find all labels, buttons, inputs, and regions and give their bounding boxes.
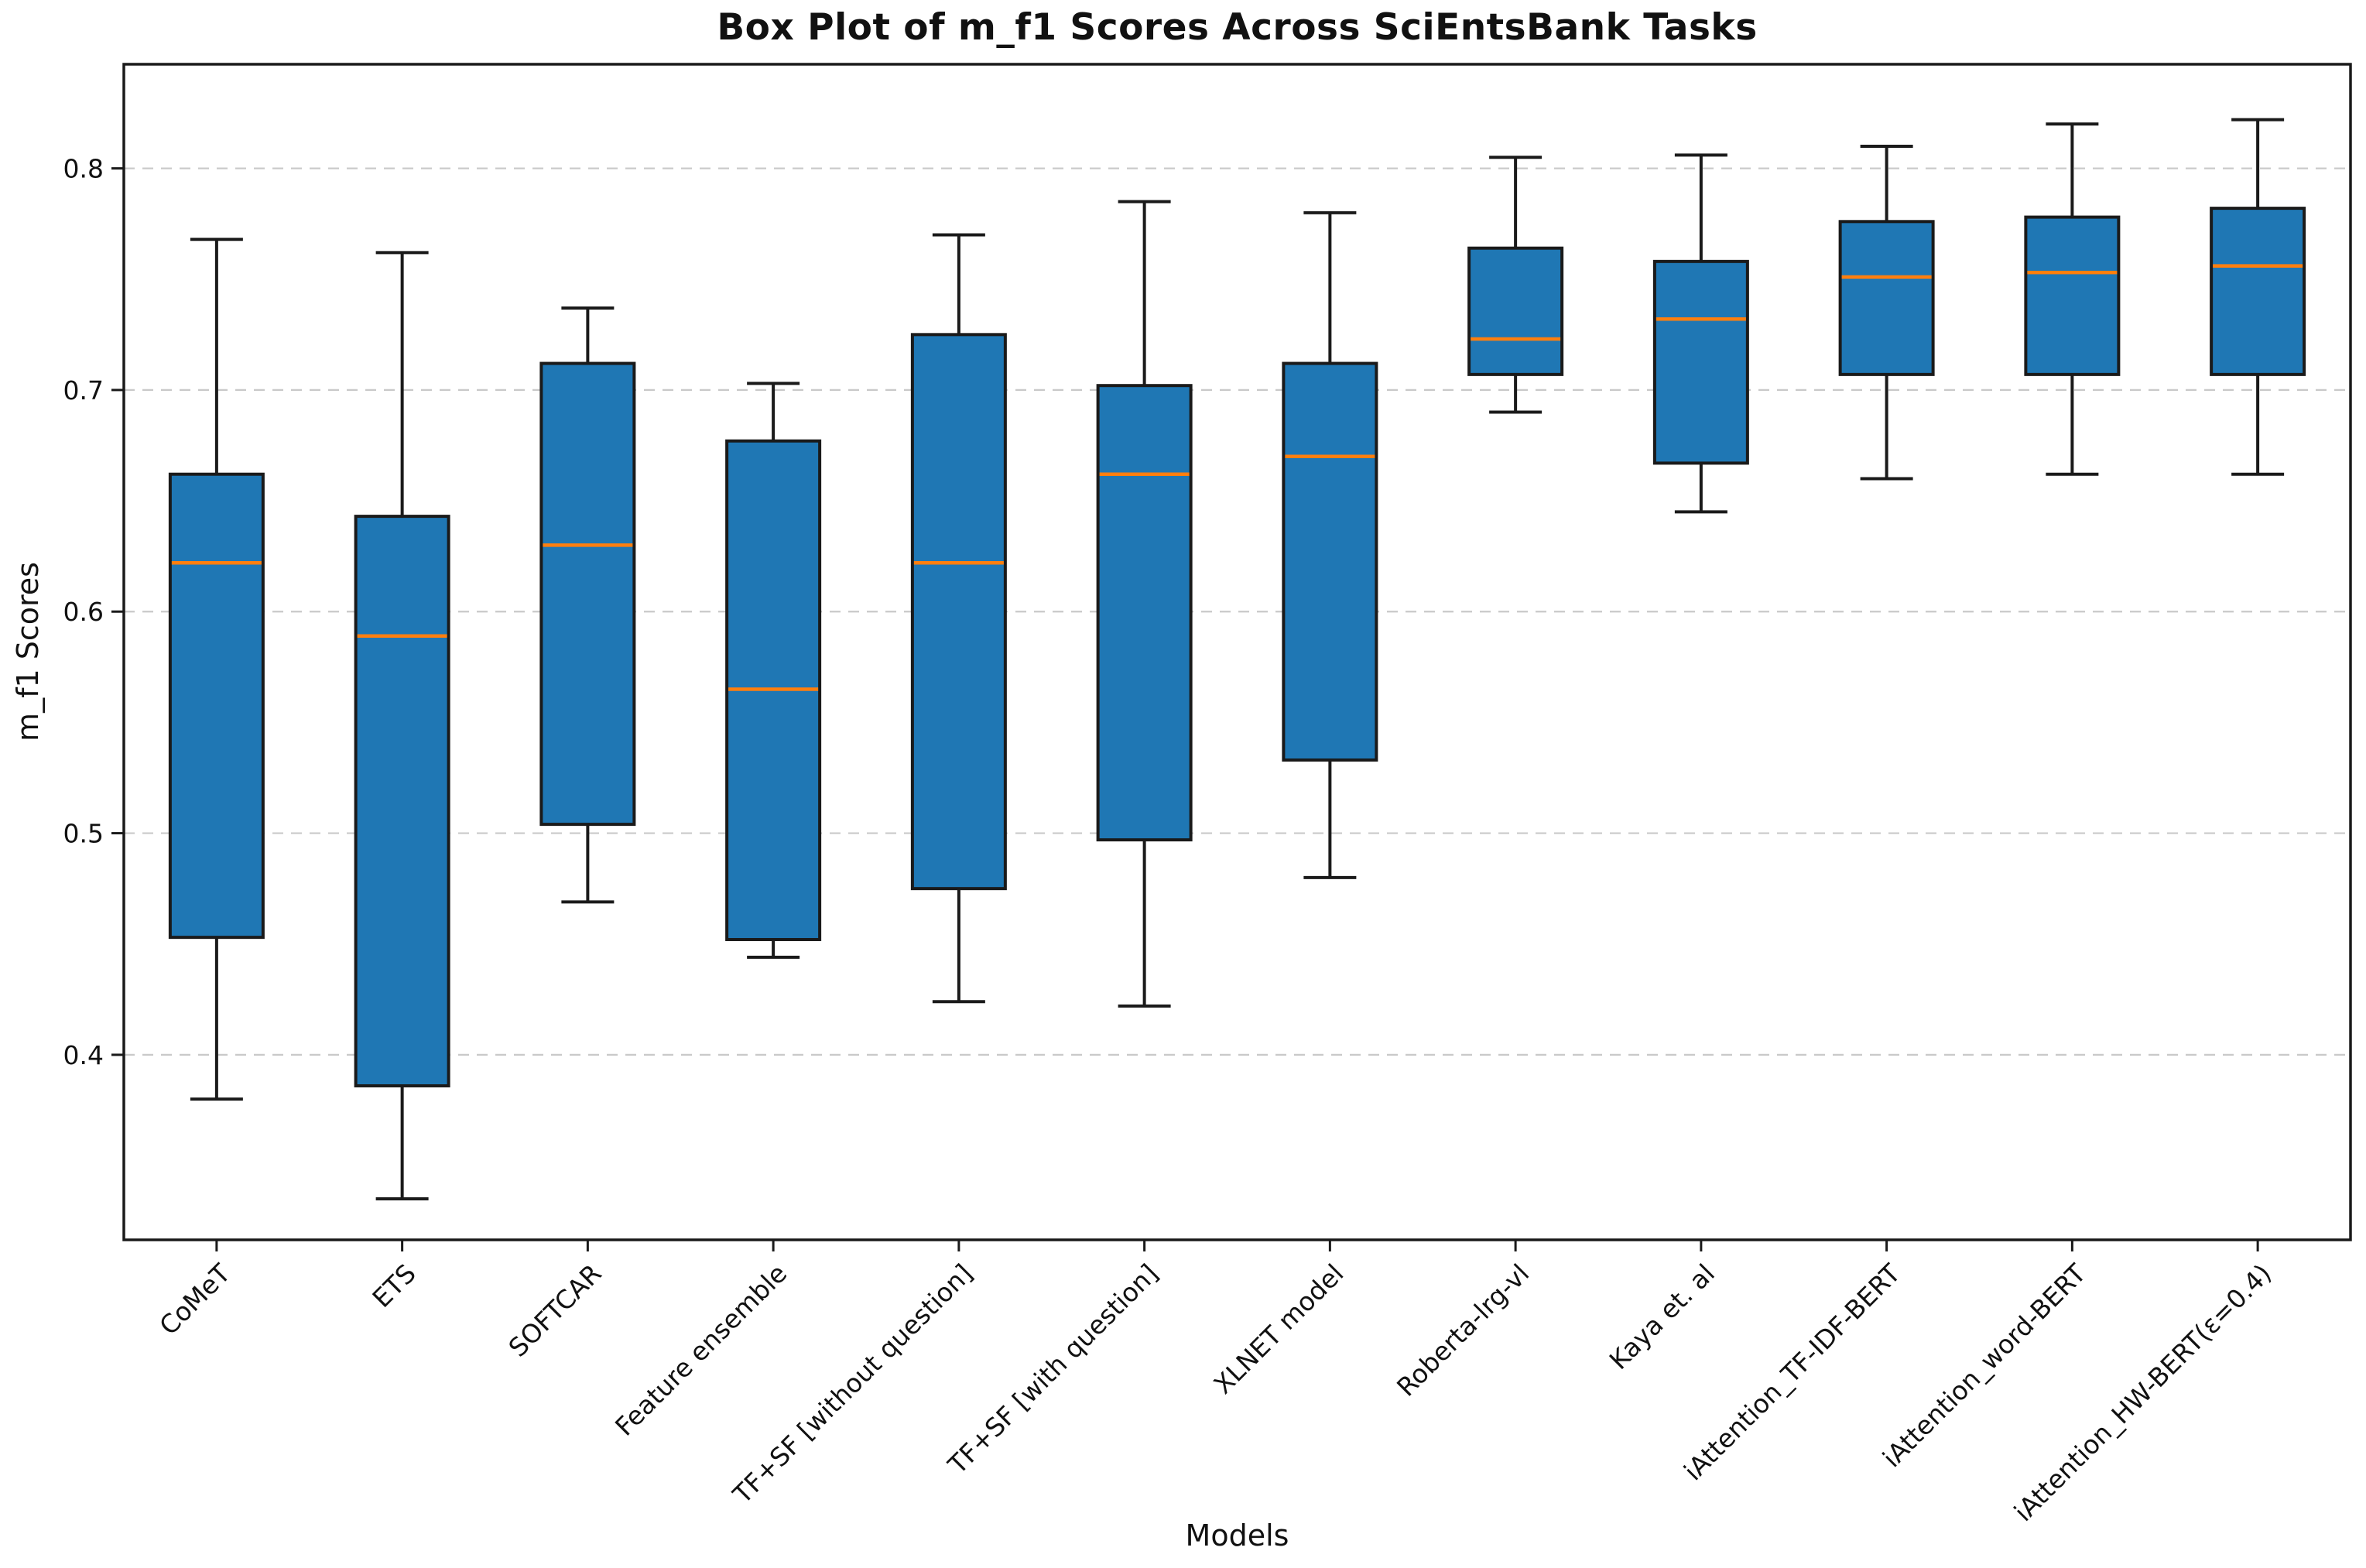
box-5 <box>910 333 1007 891</box>
box-3 <box>539 361 636 827</box>
box-12 <box>2210 207 2306 376</box>
x-tick-label: Feature ensemble <box>609 1258 793 1442</box>
box-2 <box>354 515 450 1087</box>
y-tick-label: 0.6 <box>63 597 104 627</box>
x-tick-label: XLNET model <box>1207 1258 1349 1400</box>
box-9 <box>1652 259 1749 465</box>
y-tick-label: 0.8 <box>63 154 104 184</box>
box-10 <box>1838 220 1935 376</box>
x-tick-label: SOFTCAR <box>502 1258 607 1363</box>
x-tick-label: ETS <box>366 1258 421 1313</box>
y-tick-label: 0.4 <box>63 1040 104 1070</box>
x-tick-label: Kaya et. al <box>1604 1258 1721 1375</box>
box-6 <box>1096 384 1193 842</box>
y-tick-label: 0.7 <box>63 375 104 406</box>
box-8 <box>1467 246 1564 376</box>
x-axis-label: Models <box>1185 1518 1289 1553</box>
x-tick-label: iAttention_word-BERT <box>1877 1258 2092 1473</box>
x-tick-label: TF+SF [with question] <box>942 1258 1164 1481</box>
x-tick-label: CoMeT <box>153 1258 236 1340</box>
box-7 <box>1282 361 1378 762</box>
plot-border <box>122 63 2352 1241</box>
x-tick-label: iAttention_TF-IDF-BERT <box>1678 1258 1906 1486</box>
chart-title: Box Plot of m_f1 Scores Across SciEntsBa… <box>717 6 1758 49</box>
box-11 <box>2024 215 2121 376</box>
y-tick-label: 0.5 <box>63 819 104 849</box>
box-1 <box>168 472 265 940</box>
x-tick-label: Roberta-lrg-vl <box>1391 1258 1535 1402</box>
